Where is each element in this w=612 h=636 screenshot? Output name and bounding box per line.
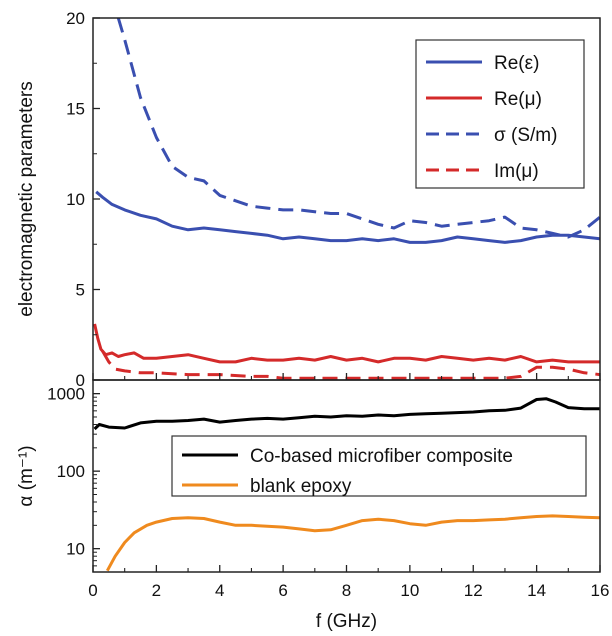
x-tick-label: 8 [342, 581, 351, 600]
x-tick-label: 2 [152, 581, 161, 600]
series-line-1 [105, 514, 600, 572]
y-tick-label: 10 [66, 540, 85, 559]
y-axis-title: α (m⁻¹) [16, 445, 37, 506]
x-tick-label: 14 [527, 581, 546, 600]
x-tick-label: 12 [464, 581, 483, 600]
legend-box [415, 39, 585, 189]
series-line-0 [93, 397, 600, 431]
legend-label-1: Re(μ) [494, 89, 542, 110]
series-group [93, 397, 600, 572]
legend-label-2: σ (S/m) [494, 125, 557, 146]
x-tick-label: 4 [215, 581, 224, 600]
x-tick-label: 16 [591, 581, 610, 600]
y-axis-title: electromagnetic parameters [16, 81, 37, 317]
y-tick-label: 1000 [47, 385, 85, 404]
legend-box [171, 435, 587, 497]
x-tick-label: 6 [278, 581, 287, 600]
legend-label-0: Re(ε) [494, 53, 539, 74]
y-tick-label: 20 [66, 9, 85, 28]
y-tick-label: 100 [57, 462, 85, 481]
series-line-2 [116, 18, 600, 239]
y-tick-label: 0 [76, 371, 85, 390]
legend-label-1: blank epoxy [250, 476, 352, 497]
x-tick-label: 10 [400, 581, 419, 600]
legend-label-3: Im(μ) [494, 161, 539, 182]
y-tick-label: 15 [66, 100, 85, 119]
series-line-3 [101, 350, 600, 380]
x-tick-label: 0 [88, 581, 97, 600]
y-tick-label: 5 [76, 281, 85, 300]
series-group [93, 18, 600, 380]
series-line-0 [95, 190, 600, 244]
legend: Co-based microfiber composite blank epoxy [171, 435, 587, 497]
legend-label-0: Co-based microfiber composite [250, 446, 513, 467]
x-axis-title: f (GHz) [316, 611, 377, 632]
y-tick-label: 10 [66, 190, 85, 209]
bottom-chart-panel: 0 2 4 6 8 10 12 14 16 10 100 1000 α (m⁻¹) f (GHz) Co-b… [16, 379, 610, 632]
legend: Re(ε) Re(μ) σ (S/m) Im(μ) [415, 39, 585, 189]
series-line-1 [93, 323, 600, 364]
